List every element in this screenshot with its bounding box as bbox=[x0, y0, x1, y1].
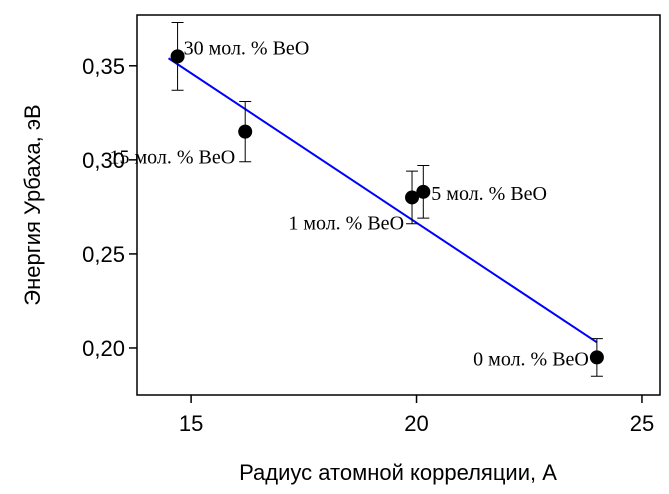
x-tick-label: 15 bbox=[179, 411, 203, 436]
y-tick-label: 0,35 bbox=[82, 54, 125, 79]
annotation: 1 мол. % BeO bbox=[288, 212, 404, 234]
annotation: 5 мол. % BeO bbox=[431, 183, 547, 205]
annotation: 0 мол. % BeO bbox=[473, 348, 589, 370]
point bbox=[238, 124, 253, 139]
y-tick-label: 0,20 bbox=[82, 336, 125, 361]
x-tick-label: 20 bbox=[404, 411, 428, 436]
y-tick-label: 0,30 bbox=[82, 148, 125, 173]
point bbox=[170, 49, 185, 64]
y-axis-label: Энергия Урбаха, эВ bbox=[20, 104, 45, 305]
annotation: 30 мол. % BeO bbox=[184, 37, 310, 59]
plot-frame bbox=[136, 14, 661, 396]
y-tick-label: 0,25 bbox=[82, 242, 125, 267]
point bbox=[416, 184, 431, 199]
point bbox=[405, 190, 420, 205]
point bbox=[589, 350, 604, 365]
annotation: 15 мол. % BeO bbox=[110, 147, 236, 169]
fit-line bbox=[168, 57, 598, 344]
x-axis-label: Радиус атомной корреляции, А bbox=[239, 460, 557, 485]
x-tick-label: 25 bbox=[630, 411, 654, 436]
